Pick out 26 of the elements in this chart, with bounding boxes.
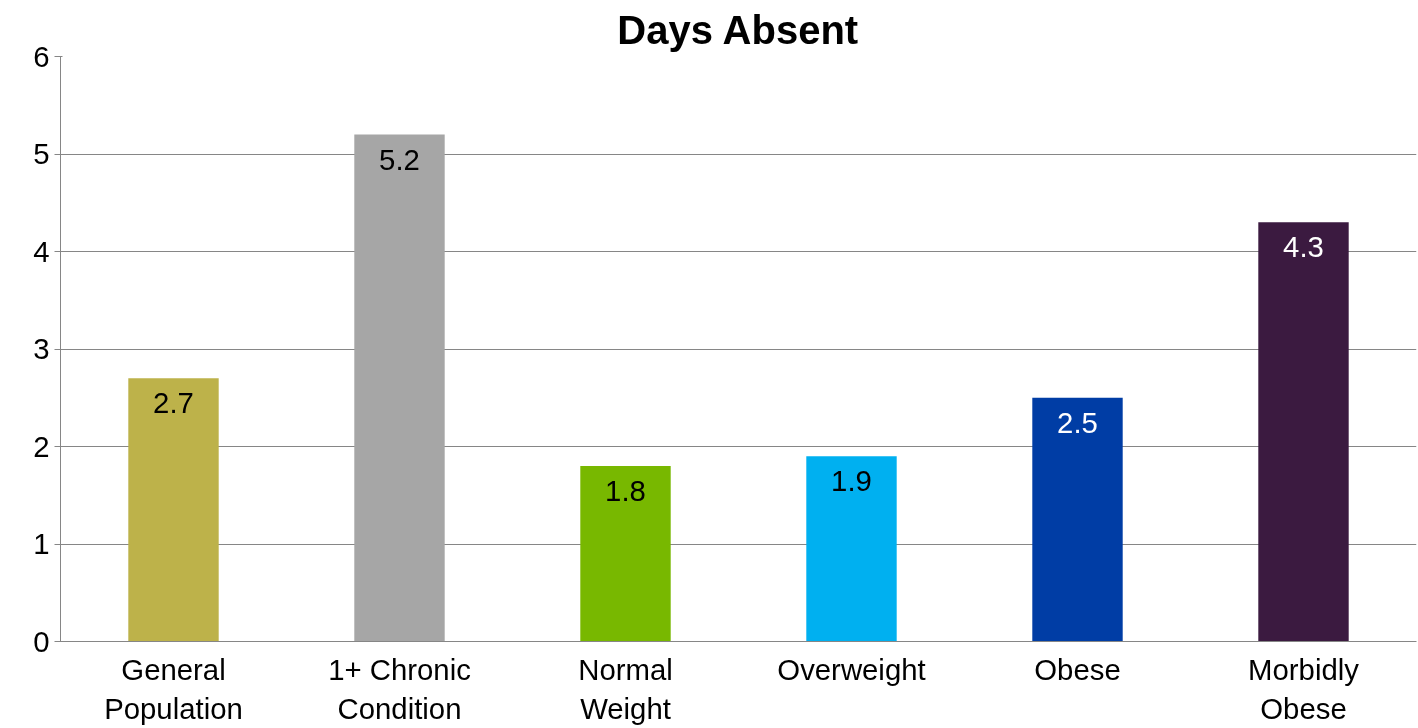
chart-title: Days Absent — [617, 7, 859, 52]
y-tick-label: 0 — [33, 624, 50, 658]
bar — [580, 466, 671, 642]
bar — [1032, 397, 1123, 642]
x-tick-label: General Population — [104, 652, 243, 726]
data-label: 4.3 — [1283, 230, 1324, 264]
data-label: 5.2 — [379, 142, 420, 176]
bar — [806, 456, 897, 642]
data-label: 2.7 — [153, 386, 194, 420]
x-tick-label: Overweight — [777, 652, 926, 686]
data-label: 2.5 — [1057, 405, 1098, 439]
data-label: 1.8 — [605, 474, 646, 507]
x-tick-label: 1+ Chronic Condition — [328, 652, 471, 726]
y-tick-label: 1 — [33, 527, 50, 560]
bar — [128, 378, 219, 642]
x-tick-label: Morbidly Obese — [1248, 652, 1360, 726]
y-tick-label: 3 — [33, 332, 50, 365]
y-tick-label: 2 — [33, 429, 50, 463]
data-label: 1.9 — [831, 464, 872, 498]
x-tick-label: Obese — [1034, 652, 1121, 686]
bar — [354, 134, 445, 642]
x-tick-label: Normal Weight — [578, 652, 673, 726]
bar — [1258, 222, 1349, 642]
y-tick-label: 4 — [33, 234, 50, 268]
y-tick-label: 5 — [33, 137, 50, 170]
y-tick-label: 6 — [33, 39, 50, 73]
